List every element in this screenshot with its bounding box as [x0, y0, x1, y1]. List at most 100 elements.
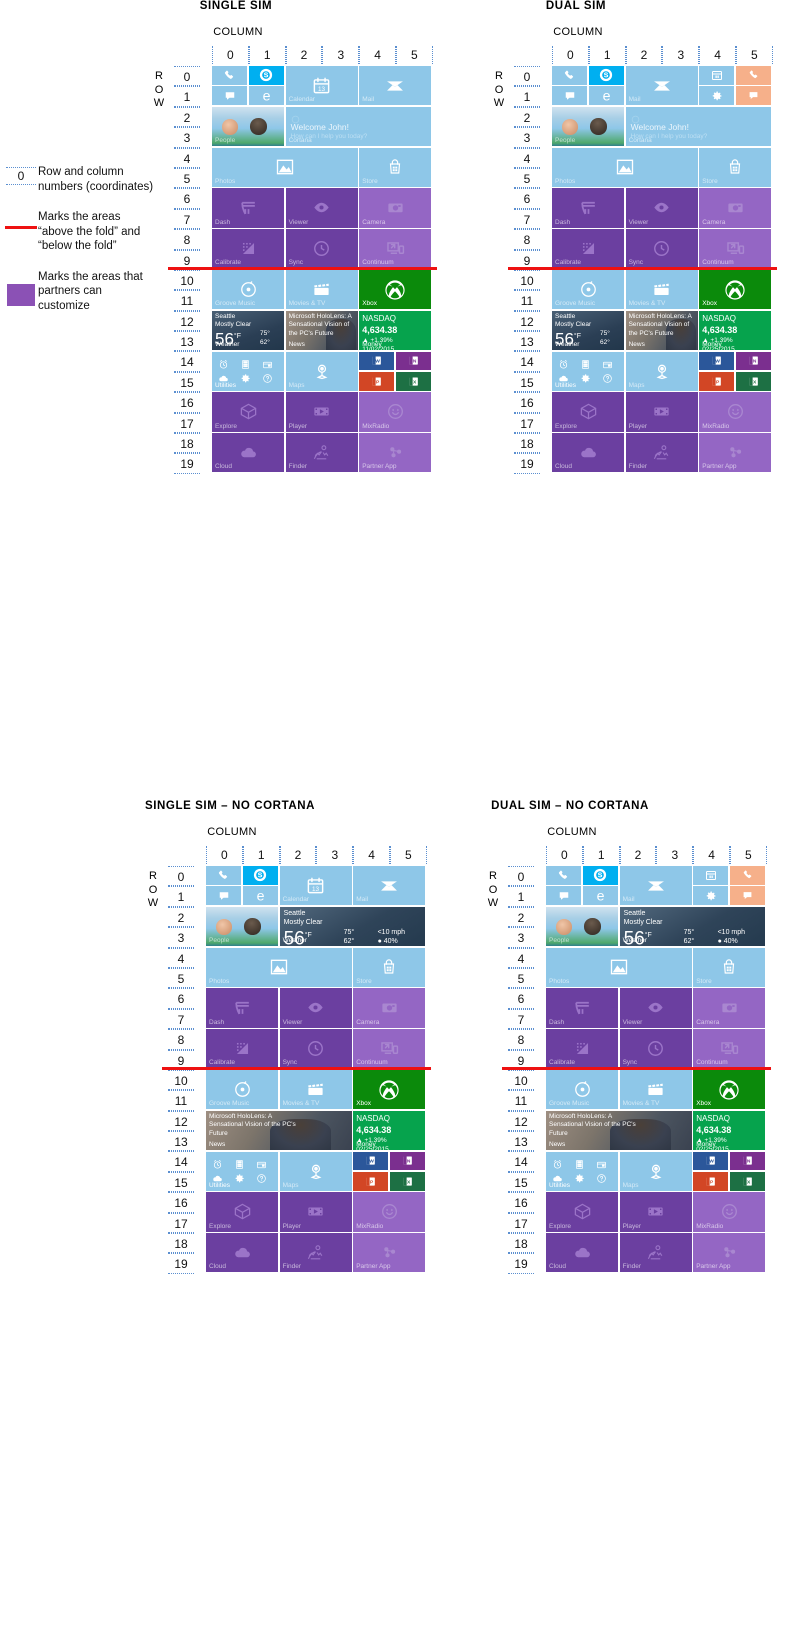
movies-tv-tile[interactable]: Movies & TV: [279, 1070, 352, 1110]
phone-tile[interactable]: [546, 866, 582, 885]
maps-tile[interactable]: Maps: [279, 1151, 352, 1191]
player-tile[interactable]: Player: [279, 1192, 352, 1232]
maps-tile[interactable]: Maps: [625, 351, 698, 391]
utilities-tile[interactable]: Utilities: [206, 1151, 278, 1191]
calendar-tile[interactable]: [699, 66, 735, 85]
mixradio-tile[interactable]: MixRadio: [693, 1192, 766, 1232]
explore-tile[interactable]: Explore: [212, 392, 284, 432]
groove-music-tile[interactable]: Groove Music: [212, 270, 284, 310]
xbox-tile[interactable]: Xbox: [693, 1070, 766, 1110]
photos-tile[interactable]: Photos: [212, 147, 358, 187]
phone-tile[interactable]: [212, 66, 248, 85]
maps-tile[interactable]: Maps: [285, 351, 358, 391]
phone2-tile[interactable]: [730, 866, 766, 885]
calibrate-tile[interactable]: Calibrate: [552, 229, 624, 269]
messaging2-tile[interactable]: [730, 886, 766, 906]
maps-tile[interactable]: Maps: [619, 1151, 692, 1191]
calendar-tile[interactable]: 13 Calendar: [285, 66, 358, 106]
onenote-tile[interactable]: N: [396, 351, 432, 371]
word-tile[interactable]: W: [359, 351, 395, 371]
partner-app-tile[interactable]: Partner App: [353, 1233, 426, 1273]
calibrate-tile[interactable]: Calibrate: [212, 229, 284, 269]
cloud-tile[interactable]: Cloud: [552, 433, 624, 473]
continuum-tile[interactable]: Continuum: [699, 229, 772, 269]
partner-app-tile[interactable]: Partner App: [359, 433, 432, 473]
excel-tile[interactable]: X: [736, 372, 772, 391]
phone2-tile[interactable]: [736, 66, 772, 85]
dash-tile[interactable]: Dash: [206, 988, 278, 1028]
explore-tile[interactable]: Explore: [552, 392, 624, 432]
powerpoint-tile[interactable]: P: [359, 372, 395, 391]
edge-tile[interactable]: e: [582, 886, 618, 906]
partner-app-tile[interactable]: Partner App: [699, 433, 772, 473]
weather-tile[interactable]: Weather Seattle Mostly Clear 56°F 75° 62°: [212, 310, 284, 350]
camera-tile[interactable]: Camera: [359, 188, 432, 228]
messaging2-tile[interactable]: [736, 86, 772, 106]
money-tile[interactable]: Money NASDAQ 4,634.38 ▲ +1.39% 02/25/2015: [693, 1110, 766, 1150]
utilities-tile[interactable]: Utilities: [546, 1151, 618, 1191]
partner-app-tile[interactable]: Partner App: [693, 1233, 766, 1273]
continuum-tile[interactable]: Continuum: [353, 1029, 426, 1069]
powerpoint-tile[interactable]: P: [353, 1172, 389, 1191]
people-tile[interactable]: People: [206, 906, 278, 946]
powerpoint-tile[interactable]: P: [693, 1172, 729, 1191]
viewer-tile[interactable]: Viewer: [625, 188, 698, 228]
finder-tile[interactable]: Finder: [619, 1233, 692, 1273]
excel-tile[interactable]: X: [390, 1172, 426, 1191]
settings-tile[interactable]: [699, 86, 735, 106]
cortana-tile[interactable]: Cortana Welcome John! How can I help you t…: [625, 106, 772, 146]
mail-tile[interactable]: Mail: [625, 66, 698, 106]
viewer-tile[interactable]: Viewer: [619, 988, 692, 1028]
phone-tile[interactable]: [206, 866, 242, 885]
messaging-tile[interactable]: [206, 886, 242, 906]
money-tile[interactable]: Money NASDAQ 4,634.38 ▲ +1.39% 11/02/2015: [359, 310, 432, 350]
player-tile[interactable]: Player: [625, 392, 698, 432]
explore-tile[interactable]: Explore: [206, 1192, 278, 1232]
camera-tile[interactable]: Camera: [353, 988, 426, 1028]
utilities-tile[interactable]: Utilities: [212, 351, 284, 391]
settings-tile[interactable]: [693, 886, 729, 906]
player-tile[interactable]: Player: [619, 1192, 692, 1232]
onenote-tile[interactable]: N: [390, 1151, 426, 1171]
xbox-tile[interactable]: Xbox: [359, 270, 432, 310]
onenote-tile[interactable]: N: [736, 351, 772, 371]
xbox-tile[interactable]: Xbox: [353, 1070, 426, 1110]
mail-tile[interactable]: Mail: [359, 66, 432, 106]
weather-tile[interactable]: Weather Seattle Mostly Clear 56°F 75° 62° <10 …: [279, 906, 426, 946]
skype-tile[interactable]: [248, 66, 284, 85]
mail-tile[interactable]: Mail: [619, 866, 692, 906]
finder-tile[interactable]: Finder: [625, 433, 698, 473]
skype-tile[interactable]: [242, 866, 278, 885]
continuum-tile[interactable]: Continuum: [359, 229, 432, 269]
word-tile[interactable]: W: [353, 1151, 389, 1171]
movies-tv-tile[interactable]: Movies & TV: [619, 1070, 692, 1110]
calendar-tile[interactable]: [693, 866, 729, 885]
calendar-tile[interactable]: 13 Calendar: [279, 866, 352, 906]
player-tile[interactable]: Player: [285, 392, 358, 432]
news-tile[interactable]: News Microsoft HoloLens: A Sensational Vi…: [285, 310, 358, 350]
messaging-tile[interactable]: [552, 86, 588, 106]
skype-tile[interactable]: [582, 866, 618, 885]
messaging-tile[interactable]: [212, 86, 248, 106]
camera-tile[interactable]: Camera: [693, 988, 766, 1028]
edge-tile[interactable]: e: [242, 886, 278, 906]
store-tile[interactable]: Store: [353, 947, 426, 987]
dash-tile[interactable]: Dash: [546, 988, 618, 1028]
people-tile[interactable]: People: [552, 106, 624, 146]
photos-tile[interactable]: Photos: [206, 947, 352, 987]
word-tile[interactable]: W: [693, 1151, 729, 1171]
finder-tile[interactable]: Finder: [279, 1233, 352, 1273]
cloud-tile[interactable]: Cloud: [212, 433, 284, 473]
utilities-tile[interactable]: Utilities: [552, 351, 624, 391]
groove-music-tile[interactable]: Groove Music: [546, 1070, 618, 1110]
word-tile[interactable]: W: [699, 351, 735, 371]
viewer-tile[interactable]: Viewer: [285, 188, 358, 228]
mixradio-tile[interactable]: MixRadio: [353, 1192, 426, 1232]
dash-tile[interactable]: Dash: [552, 188, 624, 228]
groove-music-tile[interactable]: Groove Music: [206, 1070, 278, 1110]
movies-tv-tile[interactable]: Movies & TV: [285, 270, 358, 310]
messaging-tile[interactable]: [546, 886, 582, 906]
dash-tile[interactable]: Dash: [212, 188, 284, 228]
movies-tv-tile[interactable]: Movies & TV: [625, 270, 698, 310]
money-tile[interactable]: Money NASDAQ 4,634.38 ▲ +1.39% 02/25/2015: [353, 1110, 426, 1150]
